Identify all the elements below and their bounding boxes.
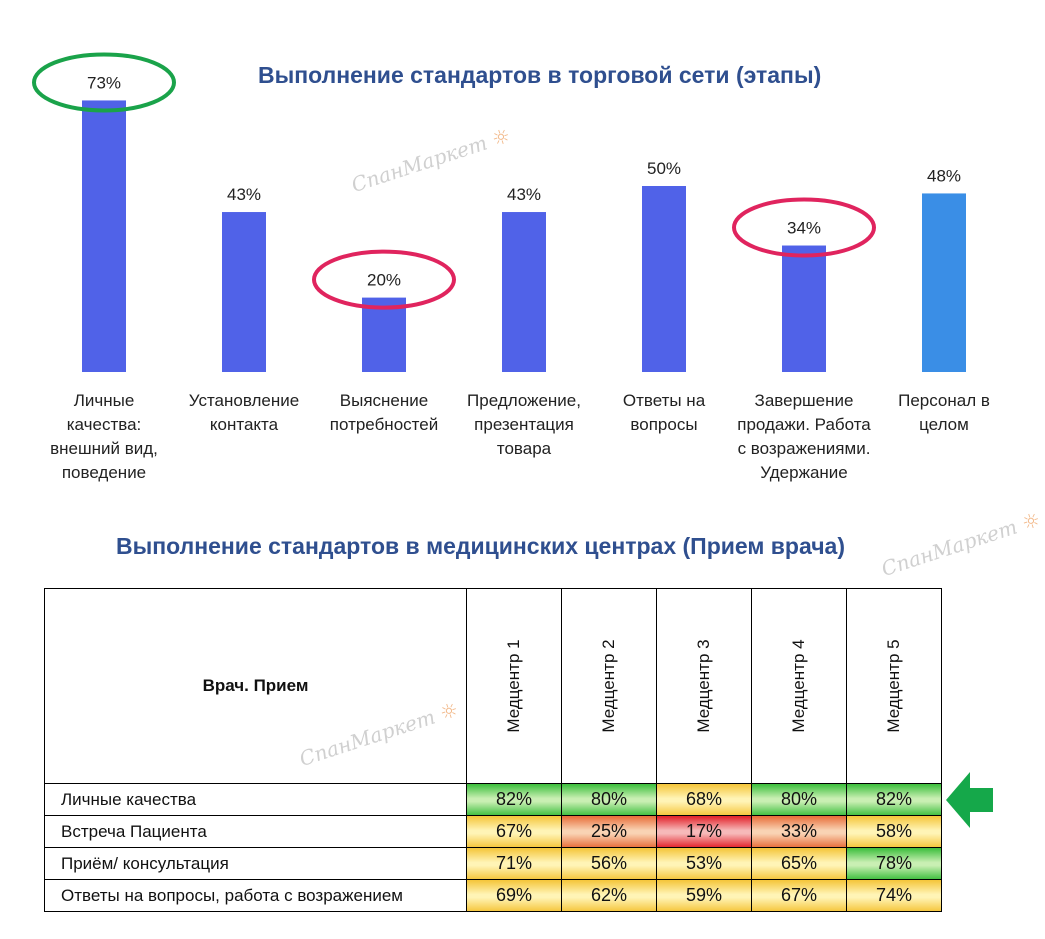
row-label: Личные качества: [44, 783, 467, 816]
bar: [502, 212, 546, 372]
category-label: Личные качества: внешний вид, поведение: [50, 391, 158, 482]
bar: [782, 245, 826, 372]
column-header: Медцентр 2: [561, 588, 657, 784]
table-cell: 71%: [466, 847, 562, 880]
table-cell: 59%: [656, 879, 752, 912]
column-header: Медцентр 3: [656, 588, 752, 784]
row-label: Встреча Пациента: [44, 815, 467, 848]
watermark-text: СпанМаркет: [878, 514, 1021, 581]
data-label: 48%: [927, 166, 961, 185]
category-label: Завершение продажи. Работа с возражениями.…: [737, 391, 871, 482]
bar: [222, 212, 266, 372]
table-cell: 62%: [561, 879, 657, 912]
highlight-ellipse: [312, 249, 456, 310]
data-label: 43%: [227, 185, 261, 204]
category-label: Предложение, презентация товара: [467, 391, 581, 458]
data-label: 73%: [87, 73, 121, 92]
table-row: Личные качества 82% 80% 68% 80% 82%: [44, 783, 942, 816]
table-cell: 74%: [846, 879, 942, 912]
bar: [642, 186, 686, 372]
highlight-ellipse: [32, 52, 176, 113]
table-cell: 69%: [466, 879, 562, 912]
table-row: Ответы на вопросы, работа с возражением …: [44, 879, 942, 912]
table-cell: 56%: [561, 847, 657, 880]
table-cell: 80%: [561, 783, 657, 816]
table-cell: 33%: [751, 815, 847, 848]
bar: [362, 297, 406, 372]
green-arrow-icon: [946, 772, 993, 828]
row-label: Ответы на вопросы, работа с возражением: [44, 879, 467, 912]
column-header: Медцентр 1: [466, 588, 562, 784]
table-cell: 68%: [656, 783, 752, 816]
table-cell: 17%: [656, 815, 752, 848]
table-cell: 82%: [846, 783, 942, 816]
watermark-logo: СпанМаркет ☼: [878, 507, 1043, 581]
table-row: Приём/ консультация 71% 56% 53% 65% 78%: [44, 847, 942, 880]
bar: [922, 193, 966, 372]
table-title: Выполнение стандартов в медицинских цент…: [116, 533, 846, 559]
data-label: 43%: [507, 185, 541, 204]
corner-header: Врач. Прием: [44, 588, 467, 784]
column-header: Медцентр 4: [751, 588, 847, 784]
table-cell: 65%: [751, 847, 847, 880]
table-cell: 53%: [656, 847, 752, 880]
table-row: Встреча Пациента 67% 25% 17% 33% 58%: [44, 815, 942, 848]
category-label: Персонал в целом: [898, 391, 990, 434]
data-label: 50%: [647, 159, 681, 178]
column-header: Медцентр 5: [846, 588, 942, 784]
row-label: Приём/ консультация: [44, 847, 467, 880]
table-cell: 58%: [846, 815, 942, 848]
sun-icon: ☼: [1018, 507, 1044, 536]
bar: [82, 100, 126, 372]
chart-title: Выполнение стандартов в торговой сети (э…: [258, 62, 822, 88]
category-label: Выяснение потребностей: [330, 391, 438, 434]
highlight-ellipse: [732, 197, 876, 258]
standards-table: Врач. Прием Медцентр 1 Медцентр 2 Медцен…: [44, 588, 942, 912]
table-cell: 67%: [466, 815, 562, 848]
category-label: Ответы на вопросы: [623, 391, 706, 434]
table-cell: 67%: [751, 879, 847, 912]
bar-chart: 73% Личные качества: внешний вид, поведение 4…: [32, 52, 990, 482]
table-cell: 80%: [751, 783, 847, 816]
table-cell: 25%: [561, 815, 657, 848]
data-label: 20%: [367, 271, 401, 290]
category-label: Установление контакта: [189, 391, 299, 434]
table-cell: 82%: [466, 783, 562, 816]
table-header-row: Врач. Прием Медцентр 1 Медцентр 2 Медцен…: [44, 588, 942, 784]
data-label: 34%: [787, 219, 821, 238]
table-cell: 78%: [846, 847, 942, 880]
